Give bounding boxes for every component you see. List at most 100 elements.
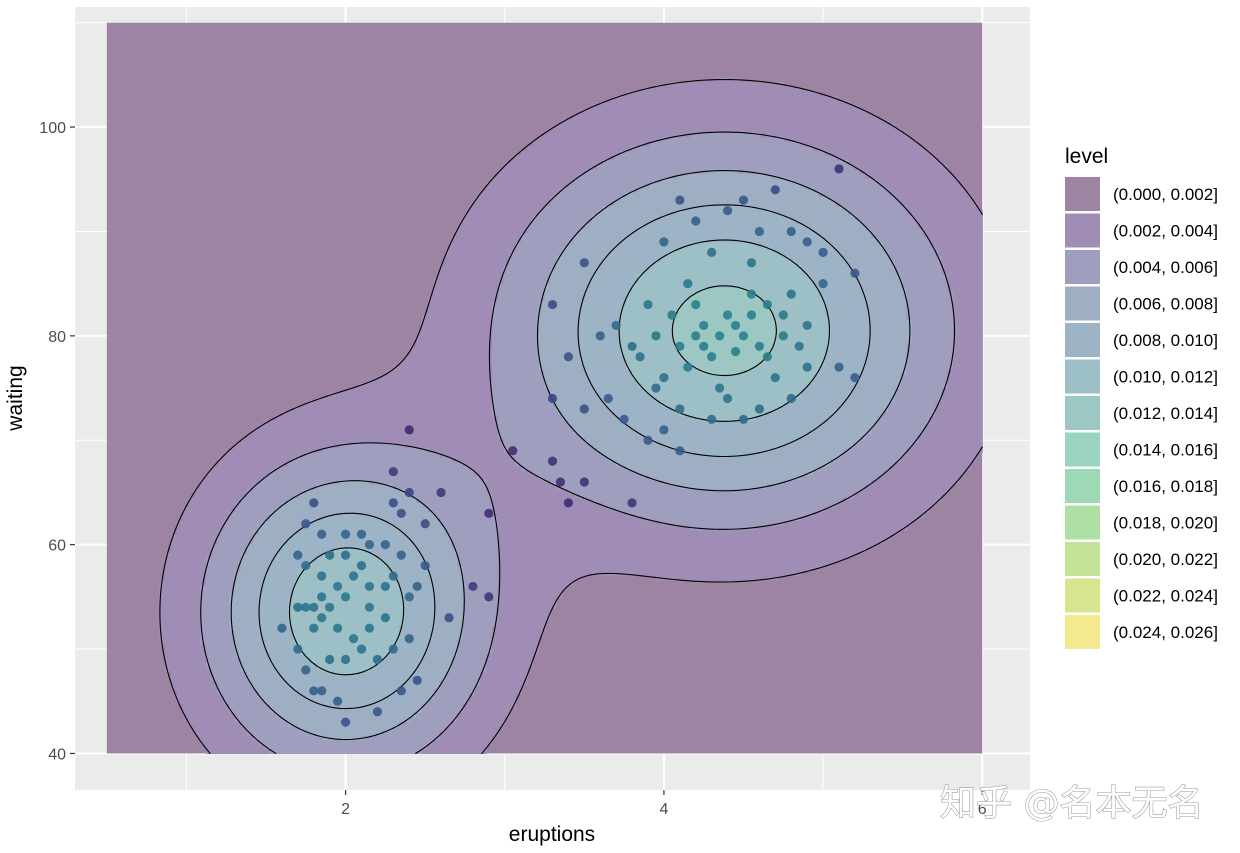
data-point — [547, 299, 558, 310]
legend-label: (0.016, 0.018] — [1113, 477, 1218, 496]
data-point — [850, 373, 860, 383]
legend-label: (0.002, 0.004] — [1113, 222, 1218, 241]
data-point — [746, 289, 757, 299]
data-point — [333, 581, 343, 592]
data-point — [738, 331, 749, 341]
legend-swatch — [1065, 578, 1100, 613]
data-point — [722, 205, 733, 216]
data-point — [555, 477, 566, 487]
data-point — [667, 310, 677, 320]
legend-swatch — [1065, 396, 1100, 430]
data-point — [834, 362, 844, 372]
data-point — [683, 362, 693, 372]
legend-swatch — [1065, 469, 1100, 503]
data-point — [778, 310, 788, 320]
legend-label: (0.024, 0.026] — [1113, 623, 1218, 642]
data-point — [372, 707, 383, 717]
y-tick-label: 100 — [39, 120, 66, 137]
legend-label: (0.018, 0.020] — [1113, 514, 1218, 533]
data-point — [722, 393, 733, 404]
data-point — [643, 435, 653, 445]
y-tick-label: 60 — [48, 538, 66, 555]
data-point — [340, 550, 351, 560]
data-point — [770, 373, 780, 383]
data-point — [277, 623, 287, 633]
legend-label: (0.014, 0.016] — [1113, 441, 1218, 460]
data-point — [356, 644, 367, 654]
data-point — [659, 237, 669, 247]
data-point — [818, 279, 828, 289]
data-point — [730, 320, 741, 331]
data-point — [683, 279, 693, 289]
data-point — [396, 550, 406, 560]
legend-label: (0.006, 0.008] — [1113, 295, 1218, 314]
data-point — [317, 571, 327, 581]
watermark: 知乎 @名本无名 — [940, 783, 1203, 824]
data-point — [333, 623, 343, 633]
data-point — [627, 498, 637, 508]
data-point — [579, 258, 589, 268]
legend-items: (0.000, 0.002] (0.002, 0.004] (0.004, 0.00… — [1065, 177, 1218, 649]
data-point — [738, 414, 749, 424]
data-point — [691, 216, 701, 226]
data-point — [643, 299, 653, 310]
data-point — [293, 602, 303, 612]
data-point — [468, 581, 478, 592]
data-point — [762, 299, 772, 310]
data-point — [380, 613, 390, 623]
data-point — [508, 446, 518, 456]
data-point — [675, 195, 685, 205]
data-point — [699, 341, 709, 351]
data-point — [317, 592, 327, 602]
data-point — [420, 519, 430, 529]
x-tick-label: 2 — [341, 801, 350, 818]
data-point — [317, 529, 327, 539]
data-point — [850, 268, 860, 278]
legend-swatch — [1065, 177, 1100, 211]
legend-swatch — [1065, 432, 1100, 467]
legend-swatch — [1065, 615, 1100, 649]
data-point — [754, 226, 765, 237]
legend-swatch — [1065, 323, 1100, 357]
data-point — [309, 602, 319, 612]
legend-swatch — [1065, 505, 1100, 540]
data-point — [364, 540, 375, 550]
density-bands — [159, 77, 983, 755]
data-point — [436, 487, 446, 498]
data-point — [659, 373, 669, 383]
data-point — [627, 341, 637, 351]
x-axis-ticks: 2 4 6 — [341, 790, 987, 818]
data-point — [396, 508, 406, 518]
data-point — [420, 560, 430, 571]
data-point — [563, 352, 574, 362]
data-point — [301, 665, 311, 675]
data-point — [675, 446, 685, 456]
data-point — [412, 675, 422, 685]
x-axis-title: eruptions — [509, 823, 595, 846]
data-point — [722, 310, 733, 320]
data-point — [762, 352, 772, 362]
data-point — [380, 540, 390, 550]
data-point — [754, 404, 765, 414]
data-point — [484, 592, 494, 602]
data-point — [786, 289, 796, 299]
data-point — [611, 320, 621, 331]
data-point — [348, 571, 359, 581]
data-point — [651, 383, 661, 393]
data-point — [818, 247, 828, 257]
legend-swatch — [1065, 359, 1100, 394]
data-point — [707, 414, 717, 424]
contour-line — [159, 78, 983, 755]
y-tick-label: 40 — [48, 746, 66, 763]
legend-label: (0.010, 0.012] — [1113, 368, 1218, 387]
data-point — [563, 498, 574, 508]
data-point — [802, 362, 812, 372]
data-point — [691, 331, 701, 341]
contour-line — [258, 204, 871, 710]
data-point — [372, 654, 383, 665]
data-point — [404, 487, 414, 498]
data-point — [444, 613, 454, 623]
data-point — [675, 404, 685, 414]
legend-label: (0.020, 0.022] — [1113, 550, 1218, 569]
data-point — [619, 414, 629, 424]
